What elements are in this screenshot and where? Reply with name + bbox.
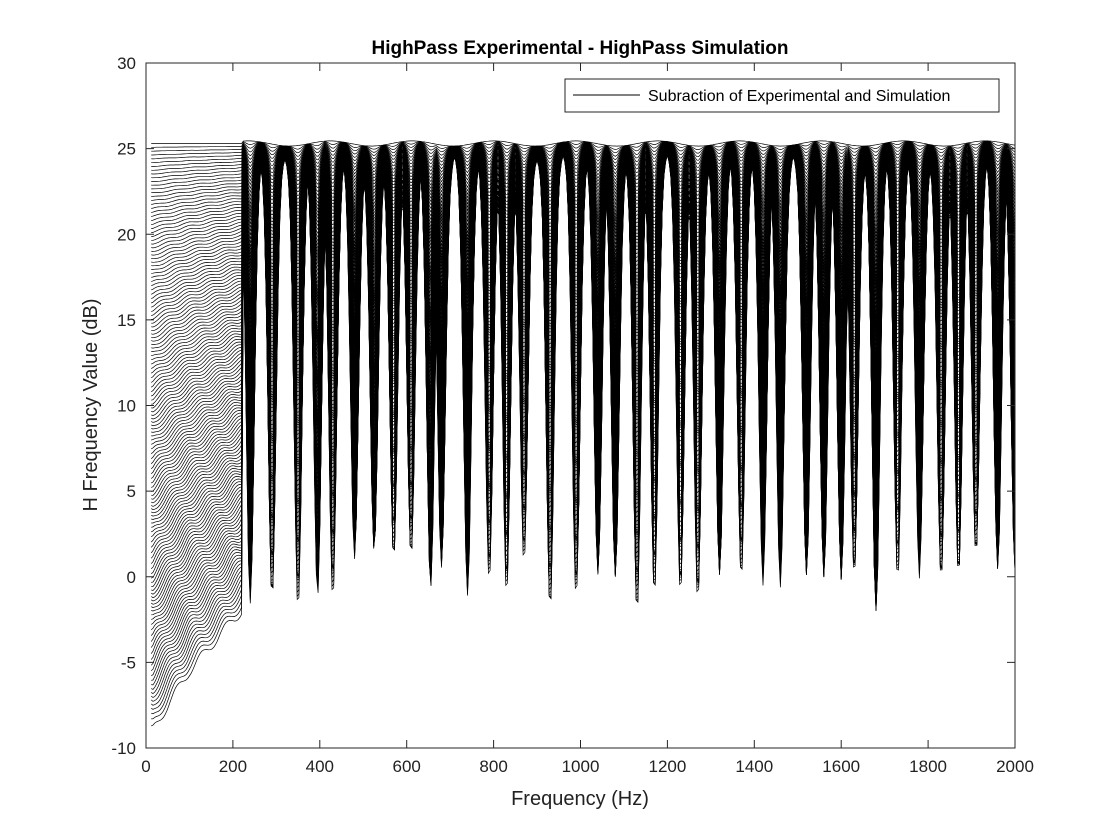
y-tick-label: 5	[127, 482, 136, 501]
legend: Subraction of Experimental and Simulatio…	[564, 78, 1000, 113]
x-tick-label: 400	[306, 757, 334, 776]
series-curves	[150, 140, 1016, 727]
chart-title: HighPass Experimental - HighPass Simulat…	[371, 38, 788, 59]
legend-entry-label: Subraction of Experimental and Simulatio…	[648, 88, 950, 105]
y-tick-label: 20	[117, 225, 136, 244]
x-tick-label: 200	[219, 757, 247, 776]
y-tick-label: 15	[117, 311, 136, 330]
y-axis-label: H Frequency Value (dB)	[80, 298, 102, 511]
x-axis-label: Frequency (Hz)	[511, 788, 649, 810]
series-line	[151, 140, 1016, 154]
x-tick-label: 0	[141, 757, 150, 776]
x-tick-label: 800	[479, 757, 507, 776]
x-tick-label: 1800	[909, 757, 947, 776]
x-tick-label: 1600	[822, 757, 860, 776]
x-axis: 0 200 400 600 800 1000 1200 1400 1600 1800 2000	[141, 63, 1034, 776]
series-line	[151, 140, 1016, 150]
series-line	[151, 140, 1016, 147]
y-tick-label: 30	[117, 54, 136, 73]
series-line	[151, 141, 1016, 176]
series-line	[151, 141, 1016, 165]
y-tick-label: -10	[111, 739, 136, 758]
y-tick-label: 0	[127, 568, 136, 587]
series-line	[151, 141, 1016, 172]
x-tick-label: 1200	[648, 757, 686, 776]
x-tick-label: 2000	[996, 757, 1034, 776]
series-line	[151, 141, 1016, 158]
series-line	[151, 141, 1016, 168]
x-tick-label: 1400	[735, 757, 773, 776]
x-tick-label: 1000	[562, 757, 600, 776]
x-tick-label: 600	[393, 757, 421, 776]
y-tick-label: 25	[117, 140, 136, 159]
y-tick-label: -5	[121, 653, 136, 672]
y-axis: -10 -5 0 5 10 15 20 25 30	[111, 54, 1015, 758]
y-tick-label: 10	[117, 397, 136, 416]
series-line	[151, 141, 1016, 161]
